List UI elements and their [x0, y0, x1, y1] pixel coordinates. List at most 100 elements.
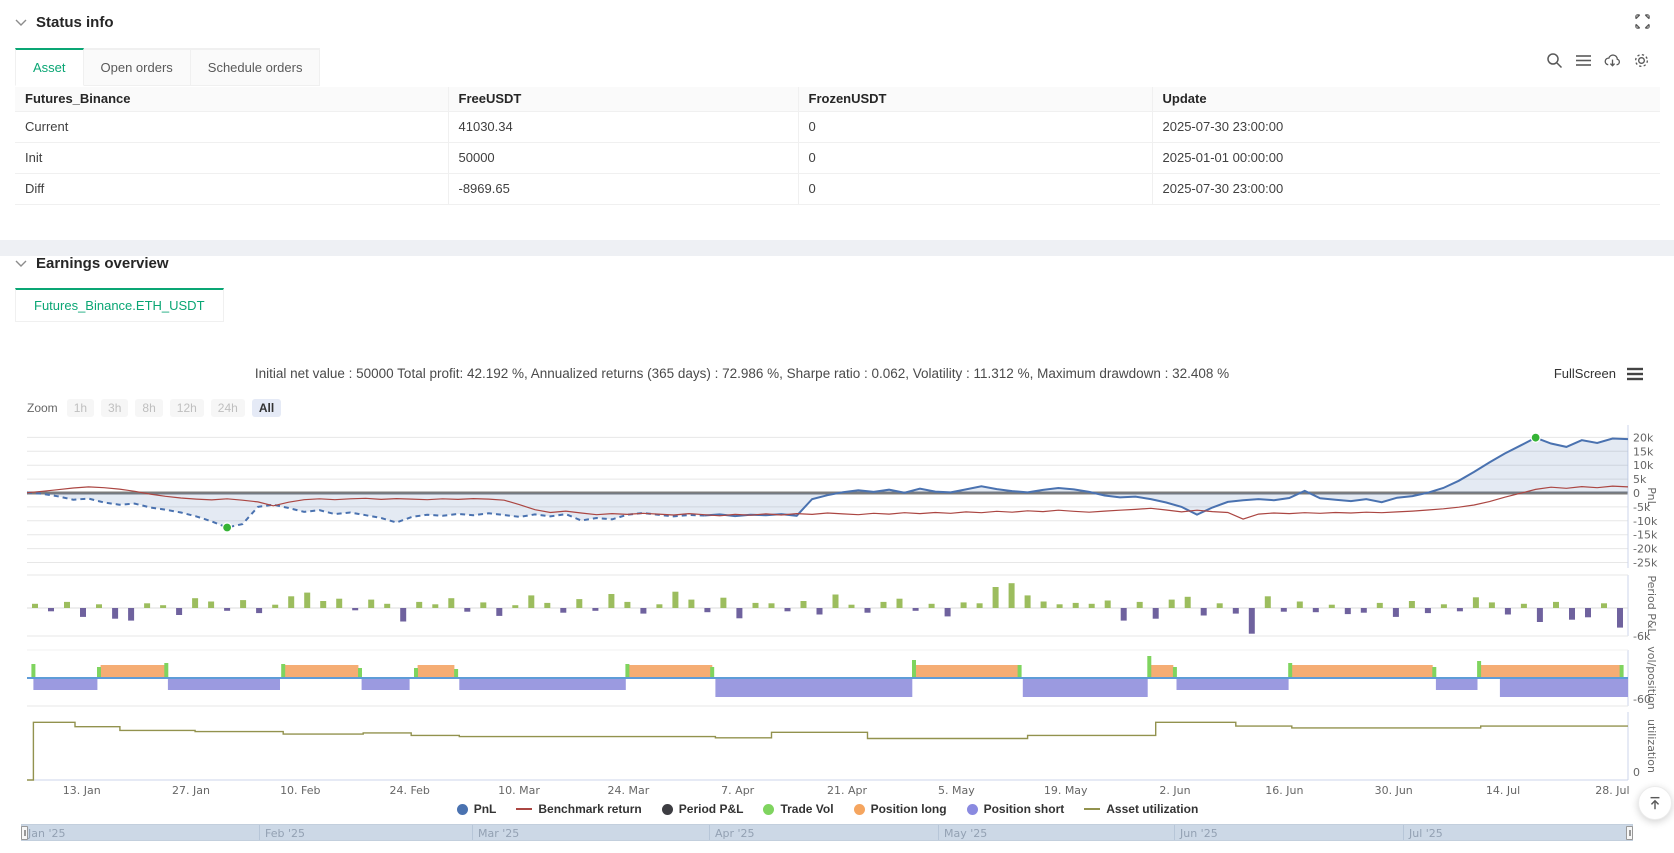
- period-pnl-bar: [624, 602, 630, 608]
- legend-marker: [854, 804, 865, 815]
- trade-vol-spike: [1288, 663, 1292, 677]
- period-pnl-bars: [32, 583, 1623, 634]
- x-axis-label: 13. Jan: [63, 784, 101, 797]
- position-short-band: [1436, 679, 1478, 690]
- x-axis-label: 27. Jan: [172, 784, 210, 797]
- table-row-init: Init 50000 0 2025-01-01 00:00:00: [15, 142, 1660, 173]
- zoom-24h-button[interactable]: 24h: [211, 399, 245, 417]
- period-pnl-bar: [128, 608, 134, 621]
- legend-item-pnl[interactable]: PnL: [457, 802, 497, 816]
- zoom-3h-button[interactable]: 3h: [101, 399, 128, 417]
- trade-vol-spike: [164, 663, 168, 677]
- tab-open-orders[interactable]: Open orders: [84, 48, 191, 86]
- x-axis-label: 28. Jul: [1595, 784, 1629, 797]
- trade-vol-spike: [97, 667, 101, 677]
- navigator-label: Jan '25: [28, 827, 65, 840]
- legend-item-benchmark-return[interactable]: Benchmark return: [516, 802, 641, 816]
- legend-item-trade-vol[interactable]: Trade Vol: [763, 802, 833, 816]
- navigator-handle-right[interactable]: [1626, 826, 1633, 840]
- legend-item-period-p-l[interactable]: Period P&L: [662, 802, 744, 816]
- legend-item-position-short[interactable]: Position short: [967, 802, 1065, 816]
- navigator-month-line: [1174, 825, 1175, 840]
- tab-schedule-orders[interactable]: Schedule orders: [191, 48, 321, 86]
- period-pnl-bar: [304, 593, 310, 608]
- x-axis-label: 5. May: [938, 784, 975, 797]
- legend-item-asset-utilization[interactable]: Asset utilization: [1084, 802, 1198, 816]
- col-frozenusdt: FrozenUSDT: [798, 87, 1152, 111]
- period-pnl-bar: [464, 608, 470, 612]
- period-pnl-bar: [400, 608, 406, 622]
- section-divider: [0, 240, 1674, 256]
- period-pnl-bar: [640, 608, 646, 614]
- trade-vol-spike: [625, 664, 629, 677]
- legend-label: Position long: [871, 802, 947, 816]
- period-pnl-bar: [769, 603, 775, 608]
- tab-asset[interactable]: Asset: [15, 48, 84, 86]
- period-pnl-bar: [1025, 595, 1031, 608]
- cloud-download-icon[interactable]: [1604, 52, 1621, 69]
- zoom-all-button[interactable]: All: [252, 399, 281, 417]
- period-pnl-bar: [688, 600, 694, 608]
- search-icon[interactable]: [1546, 52, 1563, 69]
- menu-icon[interactable]: [1575, 52, 1592, 69]
- legend-label: PnL: [474, 802, 497, 816]
- svg-text:-20k: -20k: [1633, 543, 1658, 556]
- period-pnl-bar: [720, 598, 726, 608]
- zoom-controls: Zoom 1h 3h 8h 12h 24h All: [27, 399, 281, 417]
- x-axis-label: 19. May: [1044, 784, 1088, 797]
- row-label-init: Init: [15, 142, 448, 173]
- legend-label: Position short: [984, 802, 1065, 816]
- x-axis-label: 24. Feb: [389, 784, 429, 797]
- period-pnl-bar: [1233, 608, 1239, 614]
- chart-fullscreen-control[interactable]: FullScreen: [1554, 366, 1644, 381]
- period-pnl-bar: [1441, 604, 1447, 608]
- gear-icon[interactable]: [1633, 52, 1650, 69]
- panel-title: PnL: [1645, 487, 1658, 507]
- navigator-handle-left[interactable]: [21, 826, 28, 840]
- legend-label: Period P&L: [679, 802, 744, 816]
- period-pnl-bar: [1505, 608, 1511, 615]
- period-pnl-bar: [432, 604, 438, 608]
- x-axis-label: 2. Jun: [1159, 784, 1190, 797]
- legend-label: Benchmark return: [538, 802, 641, 816]
- period-pnl-bar: [977, 603, 983, 608]
- legend-marker: [763, 804, 774, 815]
- legend-item-position-long[interactable]: Position long: [854, 802, 947, 816]
- period-pnl-bar: [1473, 597, 1479, 608]
- trade-vol-spike: [1477, 661, 1481, 677]
- period-pnl-bar: [192, 598, 198, 608]
- collapse-chevron-icon[interactable]: [15, 260, 27, 268]
- pnl-marker-dot: [223, 523, 232, 532]
- trade-vol-spike: [1018, 665, 1022, 677]
- period-pnl-bar: [288, 596, 294, 608]
- table-row-diff: Diff -8969.65 0 2025-07-30 23:00:00: [15, 173, 1660, 204]
- earnings-section-title: Earnings overview: [36, 255, 169, 272]
- tab-futures-binance-eth-usdt[interactable]: Futures_Binance.ETH_USDT: [15, 288, 224, 322]
- row-label-current[interactable]: Current: [15, 111, 448, 142]
- expand-icon[interactable]: [1635, 14, 1650, 29]
- scroll-top-icon: [1647, 795, 1663, 811]
- period-pnl-bar: [528, 595, 534, 608]
- trade-vol-spike: [912, 660, 916, 677]
- tab-open-orders-label: Open orders: [101, 60, 173, 75]
- period-pnl-bar: [961, 602, 967, 608]
- period-pnl-bar: [32, 604, 38, 608]
- zoom-8h-button[interactable]: 8h: [135, 399, 162, 417]
- period-pnl-bar: [352, 608, 358, 610]
- x-axis-label: 21. Apr: [827, 784, 867, 797]
- svg-text:0: 0: [1633, 487, 1640, 500]
- chart-navigator[interactable]: Jan '25Feb '25Mar '25Apr '25May '25Jun '…: [21, 824, 1633, 841]
- navigator-month-line: [709, 825, 710, 840]
- zoom-1h-button[interactable]: 1h: [67, 399, 94, 417]
- zoom-12h-button[interactable]: 12h: [170, 399, 204, 417]
- svg-text:15k: 15k: [1633, 445, 1654, 458]
- position-short-band: [1023, 679, 1148, 697]
- collapse-chevron-icon[interactable]: [15, 19, 27, 27]
- chart-menu-icon[interactable]: [1626, 367, 1644, 381]
- position-long-band: [285, 665, 359, 677]
- period-pnl-bar: [96, 604, 102, 608]
- period-pnl-bar: [945, 608, 951, 616]
- col-freeusdt: FreeUSDT: [448, 87, 798, 111]
- back-to-top-button[interactable]: [1638, 786, 1672, 820]
- position-short-band: [715, 679, 912, 697]
